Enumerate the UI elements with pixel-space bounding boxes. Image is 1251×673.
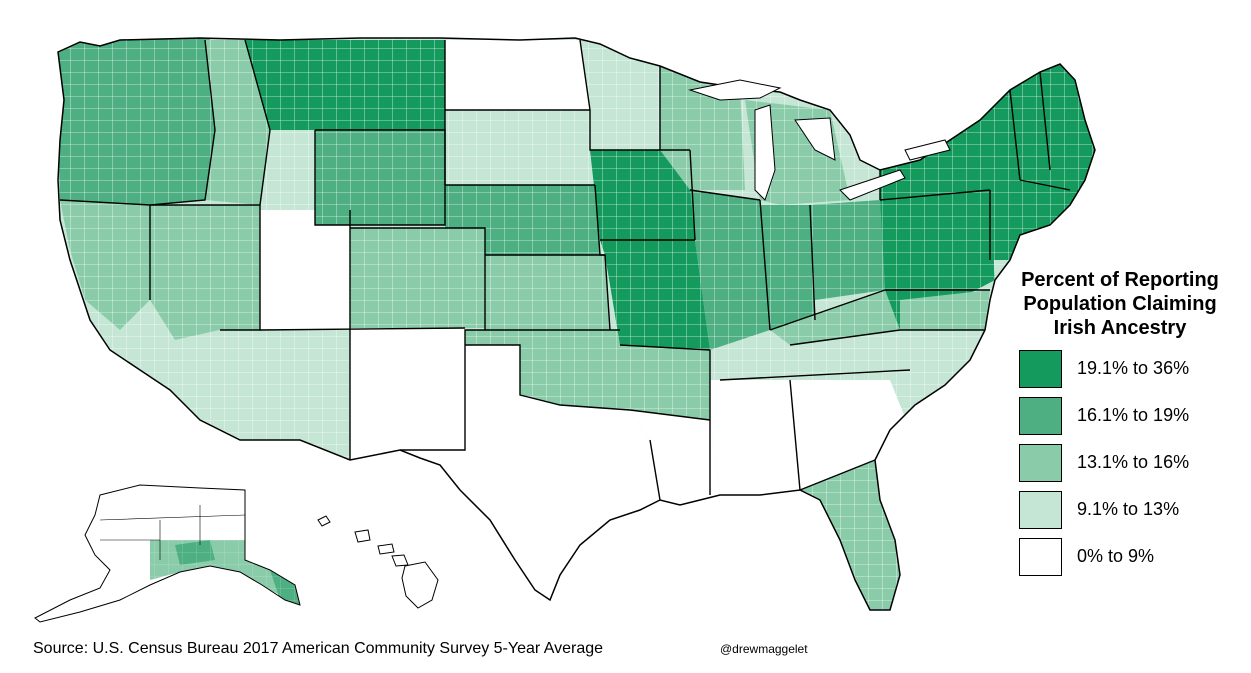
legend-swatch	[1019, 444, 1062, 482]
legend-title-line-3: Irish Ancestry	[1053, 317, 1187, 339]
legend-swatch	[1019, 350, 1062, 388]
state-borders	[59, 39, 1071, 501]
legend-label: 16.1% to 19%	[1077, 405, 1190, 425]
source-note: Source: U.S. Census Bureau 2017 American…	[33, 640, 604, 657]
legend-swatch	[1019, 491, 1062, 529]
alaska-inset	[34, 484, 301, 623]
legend-label: 19.1% to 36%	[1077, 358, 1190, 378]
legend-title: Percent of Reporting Population Claiming…	[1000, 268, 1240, 340]
legend: Percent of Reporting Population Claiming…	[1000, 268, 1240, 585]
legend-swatch	[1019, 397, 1062, 435]
legend-label: 13.1% to 16%	[1077, 452, 1190, 472]
legend-swatch	[1019, 538, 1062, 576]
legend-item: 9.1% to 13%	[1019, 491, 1240, 531]
legend-label: 0% to 9%	[1077, 546, 1155, 566]
legend-item: 0% to 9%	[1019, 538, 1240, 578]
legend-title-line-1: Percent of Reporting	[1021, 269, 1219, 291]
legend-item: 16.1% to 19%	[1019, 397, 1240, 437]
hawaii-inset	[317, 515, 439, 609]
legend-title-line-2: Population Claiming	[1023, 293, 1217, 315]
author-credit: @drewmaggelet	[720, 642, 808, 656]
legend-item: 13.1% to 16%	[1019, 444, 1240, 484]
great-lakes	[688, 79, 951, 201]
legend-label: 9.1% to 13%	[1077, 499, 1180, 519]
legend-item: 19.1% to 36%	[1019, 350, 1240, 390]
